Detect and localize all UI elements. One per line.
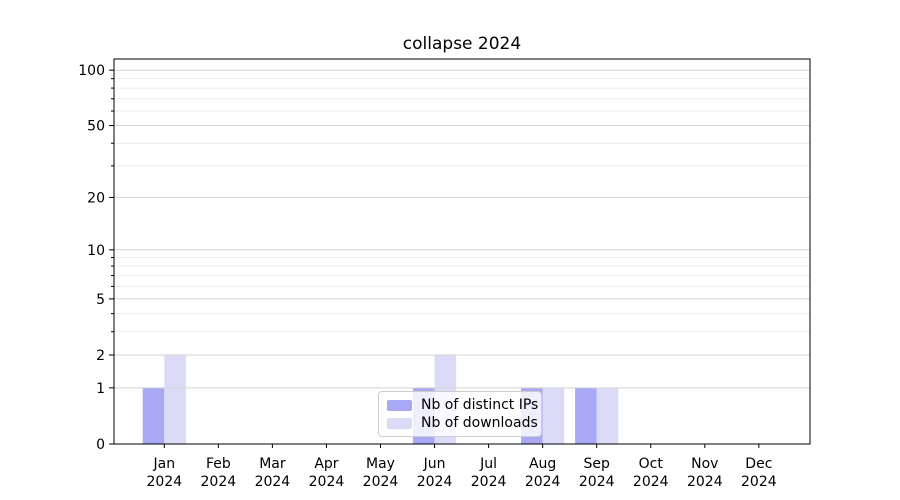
y-tick-label: 100 [78, 63, 105, 79]
x-tick-month-label: Feb [206, 456, 231, 472]
legend-label-distinct-ips: Nb of distinct IPs [421, 397, 539, 413]
x-tick-month-label: Jul [479, 456, 497, 472]
x-tick-month-label: Oct [639, 456, 664, 472]
y-tick-label: 0 [96, 437, 105, 453]
y-tick-label: 10 [87, 243, 105, 259]
bar-nb-of-distinct-ips-sep [575, 387, 597, 444]
x-tick-month-label: Apr [314, 456, 338, 472]
x-tick-month-label: Sep [584, 456, 611, 472]
x-tick-month-label: May [366, 456, 395, 472]
y-tick-label: 2 [96, 348, 105, 364]
x-tick-year-label: 2024 [201, 474, 237, 490]
x-tick-month-label: Jun [423, 456, 446, 472]
x-tick-year-label: 2024 [633, 474, 669, 490]
legend-item-downloads: Nb of downloads [387, 415, 538, 431]
bar-nb-of-downloads-aug [542, 387, 565, 444]
x-tick-year-label: 2024 [471, 474, 507, 490]
legend-swatch-distinct-ips [387, 399, 412, 411]
x-tick-year-label: 2024 [579, 474, 615, 490]
x-tick-year-label: 2024 [363, 474, 399, 490]
y-tick-label: 5 [96, 292, 105, 308]
legend-box: Nb of distinct IPs Nb of downloads [378, 391, 542, 437]
bar-nb-of-distinct-ips-jan [142, 387, 165, 444]
x-tick-year-label: 2024 [146, 474, 182, 490]
x-tick-month-label: Jan [153, 456, 176, 472]
x-tick-month-label: Mar [259, 456, 286, 472]
x-tick-year-label: 2024 [255, 474, 291, 490]
bar-nb-of-downloads-sep [596, 387, 619, 444]
x-tick-month-label: Aug [529, 456, 556, 472]
bar-nb-of-downloads-jan [164, 355, 186, 444]
x-tick-year-label: 2024 [741, 474, 777, 490]
x-tick-month-label: Nov [691, 456, 718, 472]
chart-title: collapse 2024 [402, 34, 522, 54]
legend-item-distinct-ips: Nb of distinct IPs [387, 397, 538, 413]
legend-label-downloads: Nb of downloads [421, 415, 538, 431]
axes-frame [113, 58, 811, 445]
x-tick-year-label: 2024 [525, 474, 561, 490]
x-tick-year-label: 2024 [687, 474, 723, 490]
y-tick-label: 20 [87, 190, 105, 206]
y-tick-label: 1 [96, 381, 105, 397]
x-tick-year-label: 2024 [309, 474, 345, 490]
x-tick-month-label: Dec [745, 456, 772, 472]
legend-swatch-downloads [387, 417, 412, 429]
x-tick-year-label: 2024 [417, 474, 453, 490]
y-tick-label: 50 [87, 119, 105, 135]
